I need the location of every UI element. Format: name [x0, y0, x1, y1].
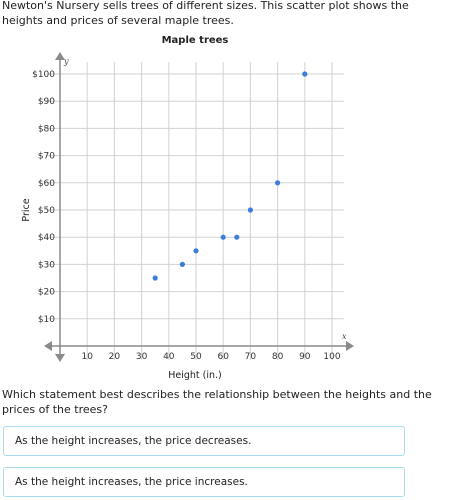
y-tick-label: $30 [38, 260, 55, 270]
data-point [179, 261, 185, 267]
data-point [220, 234, 226, 240]
y-tick-label: $10 [38, 315, 55, 325]
scatter-plot-svg: Maple trees 10 20 30 40 50 60 70 80 90 100 $10 $20 $… [21, 35, 354, 381]
axes [44, 52, 354, 362]
data-point [234, 234, 240, 240]
answer-choice-increases[interactable]: As the height increases, the price incre… [3, 467, 405, 497]
data-point [275, 180, 281, 186]
y-tick-label: $60 [38, 179, 55, 189]
answer-choice-label: As the height increases, the price incre… [15, 476, 248, 488]
x-tick-label: 100 [323, 352, 340, 362]
y-tick-label: $40 [38, 233, 55, 243]
data-points [152, 71, 308, 281]
x-tick-label: 40 [163, 352, 175, 362]
y-tick-label: $80 [38, 124, 55, 134]
grid [46, 62, 344, 360]
chart-title: Maple trees [162, 35, 229, 46]
x-axis-letter: x [342, 332, 347, 341]
x-tick-label: 50 [190, 352, 202, 362]
x-tick-label: 30 [136, 352, 148, 362]
y-axis-arrow-up [55, 52, 65, 60]
y-axis-arrow-down [55, 354, 65, 362]
data-point [193, 248, 199, 254]
scatter-plot: Maple trees 10 20 30 40 50 60 70 80 90 100 $10 $20 $… [0, 28, 450, 388]
tick-labels: 10 20 30 40 50 60 70 80 90 100 $10 $20 $30 $40 $50 $60 $… [32, 70, 341, 362]
y-tick-label: $100 [32, 70, 55, 80]
answer-choice-label: As the height increases, the price decre… [15, 435, 252, 447]
x-tick-label: 70 [245, 352, 257, 362]
x-tick-label: 90 [299, 352, 311, 362]
y-tick-label: $70 [38, 152, 55, 162]
data-point [247, 207, 253, 213]
y-tick-label: $20 [38, 288, 55, 298]
x-tick-label: 20 [109, 352, 121, 362]
x-axis-label: Height (in.) [168, 370, 222, 381]
x-tick-label: 60 [217, 352, 229, 362]
x-axis-arrow-right [346, 341, 354, 351]
data-point [152, 275, 158, 281]
answer-choice-decreases[interactable]: As the height increases, the price decre… [3, 426, 405, 456]
y-axis-label: Price [21, 198, 32, 221]
x-axis-arrow-left [44, 341, 52, 351]
data-point [302, 71, 308, 77]
x-tick-label: 80 [272, 352, 284, 362]
problem-question: Which statement best describes the relat… [2, 388, 432, 416]
y-tick-label: $50 [38, 206, 55, 216]
problem-intro: Newton's Nursery sells trees of differen… [2, 0, 409, 27]
x-tick-label: 10 [81, 352, 93, 362]
y-tick-label: $90 [38, 97, 55, 107]
y-axis-letter: y [63, 57, 69, 66]
